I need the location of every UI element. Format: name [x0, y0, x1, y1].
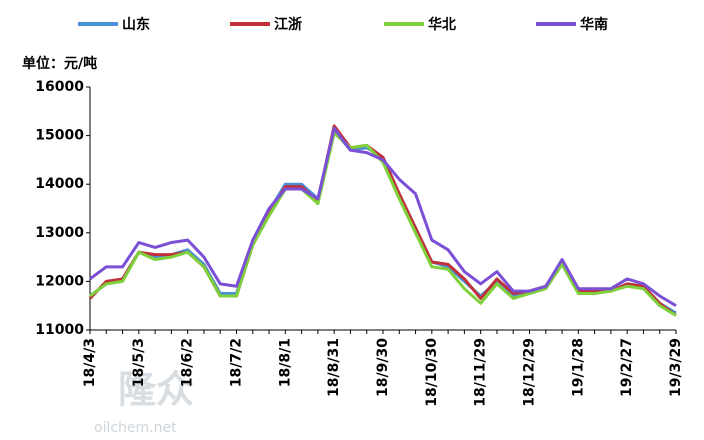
x-tick-label: 19/1/28 [570, 338, 586, 397]
series-line [89, 131, 677, 317]
x-tick-label: 18/8/31 [326, 338, 342, 397]
x-tick-label: 18/11/29 [473, 338, 489, 407]
x-tick-label: 18/12/29 [522, 338, 538, 407]
y-tick-label: 12000 [35, 273, 84, 289]
legend-label: 江浙 [274, 16, 302, 33]
x-tick-label: 19/3/29 [668, 338, 684, 397]
series-line [89, 126, 677, 307]
x-tick-label: 19/2/27 [619, 338, 635, 397]
x-tick-label: 18/6/2 [180, 338, 196, 387]
watermark: 隆众 [118, 368, 194, 412]
x-tick-label: 18/5/3 [131, 338, 147, 387]
x-tick-label: 18/4/3 [82, 338, 98, 387]
x-tick-label: 18/8/1 [277, 338, 293, 387]
watermark: oilchem.net [94, 420, 177, 436]
y-tick-label: 16000 [35, 79, 84, 95]
x-tick-label: 18/9/30 [375, 338, 391, 397]
series-line [88, 124, 677, 317]
legend-label: 华北 [428, 16, 456, 33]
y-tick-label: 11000 [35, 322, 84, 338]
x-tick-label: 18/10/30 [424, 338, 440, 407]
legend-label: 山东 [122, 16, 150, 33]
y-tick-label: 15000 [35, 128, 84, 144]
unit-label: 单位：元/吨 [22, 55, 97, 72]
x-tick-label: 18/7/2 [229, 338, 245, 387]
y-tick-label: 14000 [35, 176, 84, 192]
legend-label: 华南 [580, 16, 608, 33]
y-tick-label: 13000 [35, 225, 84, 241]
